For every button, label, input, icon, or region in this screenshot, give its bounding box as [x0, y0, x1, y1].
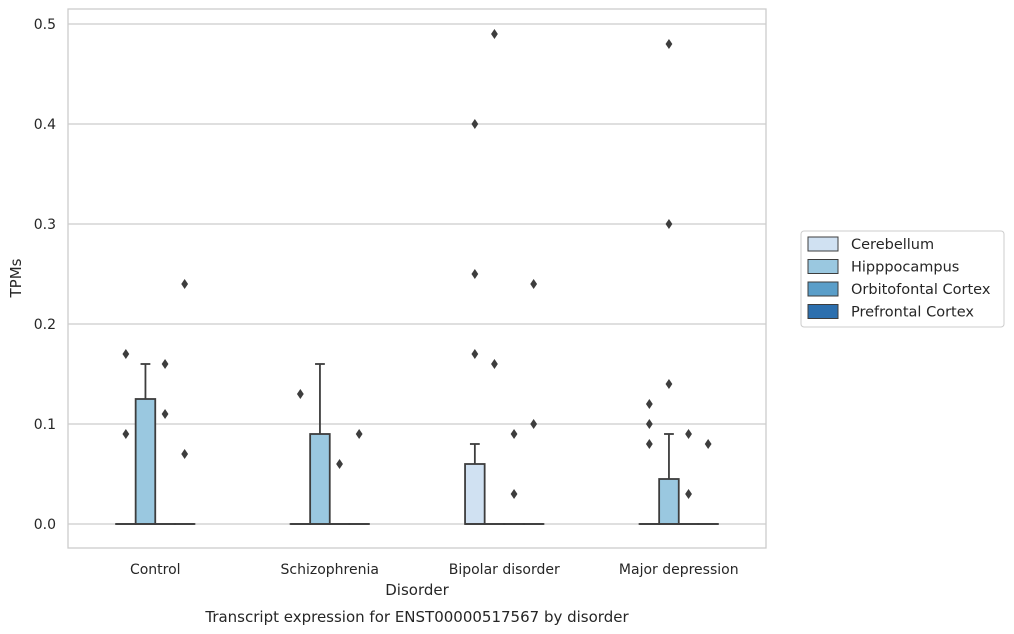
legend: Cerebellum Hipppocampus Orbitofontal Corte… — [800, 230, 1005, 328]
outlier-point — [685, 489, 692, 499]
legend-swatch — [807, 304, 839, 319]
box-body — [464, 463, 486, 525]
box-0-1 — [134, 363, 157, 525]
outlier-point — [491, 29, 498, 39]
outlier-point — [471, 269, 479, 279]
box-1-1 — [309, 363, 331, 525]
outlier-point — [122, 429, 130, 439]
x-tick-label: Schizophrenia — [281, 562, 379, 578]
outlier-point — [296, 389, 304, 399]
plot-background — [68, 9, 766, 548]
legend-label: Hipppocampus — [851, 260, 959, 276]
outlier-point — [491, 359, 498, 369]
legend-swatch — [807, 259, 839, 274]
x-tick-label: Major depression — [619, 562, 739, 578]
outlier-points — [122, 29, 712, 499]
outlier-point — [645, 419, 653, 429]
y-tick-label: 0.2 — [34, 317, 56, 333]
x-axis-ticks: Control Schizophrenia Bipolar disorder Majo… — [130, 562, 739, 578]
box-series — [115, 363, 719, 525]
y-axis-label: TPMs — [7, 258, 25, 298]
y-tick-label: 0.4 — [34, 117, 56, 133]
legend-swatch — [807, 281, 839, 297]
box-3-1 — [658, 433, 680, 525]
outlier-point — [181, 449, 189, 459]
outlier-point — [471, 119, 479, 129]
outlier-point — [645, 399, 653, 409]
outlier-point — [645, 439, 653, 449]
outlier-point — [122, 349, 130, 359]
outlier-point — [181, 279, 189, 289]
outlier-point — [665, 219, 673, 229]
outlier-point — [665, 39, 673, 49]
legend-frame — [800, 230, 1005, 328]
y-tick-label: 0.1 — [34, 417, 56, 433]
outlier-point — [685, 429, 692, 439]
y-tick-label: 0.3 — [34, 217, 56, 233]
box-body — [658, 478, 680, 525]
outlier-point — [510, 489, 518, 499]
legend-label: Orbitofontal Cortex — [851, 282, 991, 298]
outlier-point — [704, 439, 712, 449]
outlier-point — [471, 349, 479, 359]
outlier-point — [510, 429, 518, 439]
x-tick-label: Bipolar disorder — [449, 562, 560, 578]
legend-label: Prefrontal Cortex — [851, 305, 974, 321]
outlier-point — [530, 279, 538, 289]
legend-label: Cerebellum — [851, 237, 934, 253]
y-tick-label: 0.0 — [34, 517, 56, 533]
box-body — [309, 433, 331, 525]
legend-swatch — [807, 236, 839, 252]
outlier-point — [355, 429, 363, 439]
x-axis-label: Disorder — [385, 581, 449, 599]
chart-caption: Transcript expression for ENST0000051756… — [204, 608, 629, 626]
y-tick-label: 0.5 — [34, 17, 56, 33]
outlier-point — [336, 459, 343, 469]
box-2-0 — [464, 443, 486, 525]
plot-frame — [67, 8, 767, 549]
outlier-point — [665, 379, 673, 389]
x-tick-label: Control — [130, 562, 181, 578]
outlier-point — [530, 419, 538, 429]
outlier-point — [161, 409, 169, 419]
y-axis-ticks: 0.0 0.1 0.2 0.3 0.4 0.5 — [34, 17, 56, 533]
box-body — [134, 398, 157, 525]
outlier-point — [161, 359, 169, 369]
